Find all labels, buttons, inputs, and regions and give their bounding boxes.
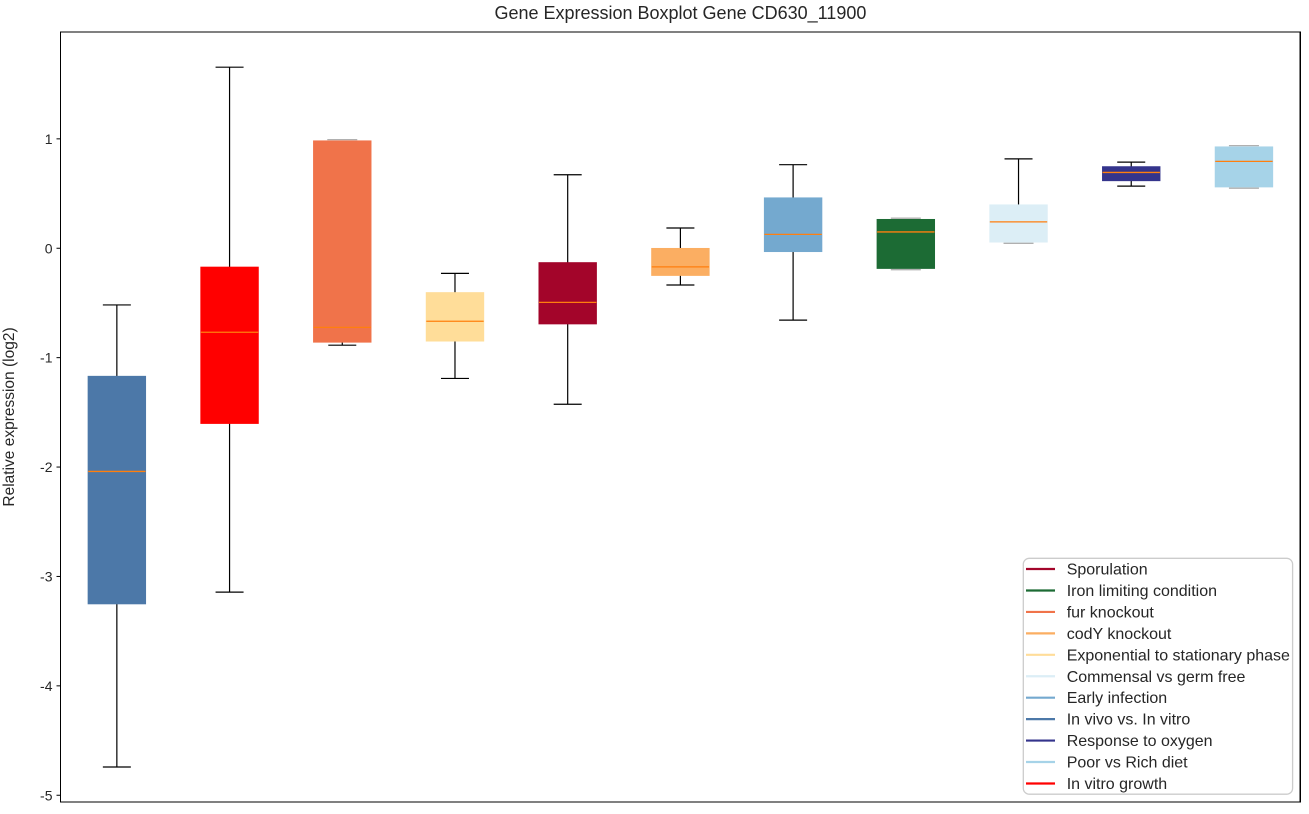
svg-text:Early infection: Early infection	[1067, 690, 1168, 707]
svg-text:-5: -5	[40, 787, 53, 803]
svg-text:Poor vs Rich diet: Poor vs Rich diet	[1067, 755, 1188, 772]
svg-text:Iron limiting condition: Iron limiting condition	[1067, 583, 1217, 600]
svg-text:In vivo vs. In vitro: In vivo vs. In vitro	[1067, 712, 1191, 729]
svg-text:In vitro growth: In vitro growth	[1067, 776, 1167, 793]
svg-text:-3: -3	[40, 568, 53, 584]
svg-text:1: 1	[45, 131, 53, 147]
svg-text:Exponential to stationary phas: Exponential to stationary phase	[1067, 647, 1290, 664]
svg-text:-4: -4	[40, 678, 53, 694]
svg-text:0: 0	[45, 240, 53, 256]
svg-text:Response to oxygen: Response to oxygen	[1067, 733, 1213, 750]
svg-text:Commensal vs germ free: Commensal vs germ free	[1067, 669, 1246, 686]
svg-text:-1: -1	[40, 350, 53, 366]
svg-text:fur knockout: fur knockout	[1067, 604, 1155, 621]
svg-text:-2: -2	[40, 459, 53, 475]
svg-text:Sporulation: Sporulation	[1067, 562, 1148, 579]
svg-text:Relative expression (log2): Relative expression (log2)	[1, 327, 18, 506]
svg-text:codY knockout: codY knockout	[1067, 626, 1172, 643]
svg-text:Gene Expression Boxplot Gene C: Gene Expression Boxplot Gene CD630_11900	[494, 3, 866, 24]
